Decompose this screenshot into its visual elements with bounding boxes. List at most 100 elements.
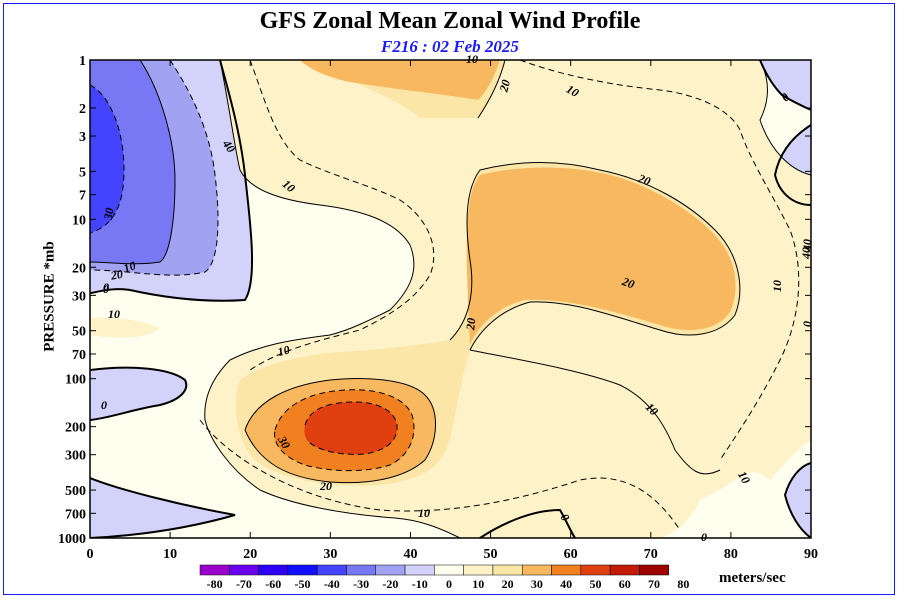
- contour-line-zero-right-top: [759, 60, 811, 111]
- contour-label: 10: [418, 506, 430, 520]
- contour-line-zero-left-bottom: [90, 477, 236, 538]
- colorbar-units: meters/sec: [719, 570, 786, 586]
- y-tick-label: 500: [65, 484, 86, 499]
- contour-label: 0: [103, 280, 109, 294]
- contour-line-zero-bottom: [479, 508, 576, 538]
- colorbar-swatch: [199, 564, 230, 576]
- contour-label: 10: [466, 52, 478, 66]
- contour-label: 40: [799, 247, 813, 260]
- colorbar-swatch: [258, 564, 289, 576]
- contour-fill-30-right: [466, 167, 736, 345]
- colorbar-swatch: [404, 564, 435, 576]
- contour-label: 30: [275, 433, 294, 451]
- y-tick-label: 70: [72, 348, 86, 363]
- contour-label: 20: [463, 317, 478, 331]
- contour-label: 10: [108, 307, 120, 321]
- contour-line-10-main: [204, 60, 461, 538]
- colorbar: -80 -70 -60 -50 -40 -30 -20 -10 0 10 20 30 40 50 60 70 8…: [199, 564, 689, 591]
- colorbar-swatch: [551, 564, 582, 576]
- contour-line-minus30: [90, 84, 125, 234]
- colorbar-label: -10: [412, 577, 428, 591]
- x-tick-label: 50: [484, 547, 498, 562]
- contour-label: 20: [319, 479, 332, 493]
- colorbar-swatch: [229, 564, 259, 576]
- colorbar-label: -50: [295, 577, 311, 591]
- contour-fill-negative-right-top: [760, 60, 811, 110]
- contour-fill-negative-left-bottom: [90, 478, 235, 538]
- contour-label: 0: [101, 398, 107, 412]
- colorbar-swatch: [434, 564, 464, 576]
- x-tick-label: 30: [323, 547, 337, 562]
- x-tick-label: 70: [644, 547, 658, 562]
- y-tick-label: 30: [72, 289, 86, 304]
- contour-label: 10: [770, 280, 784, 292]
- y-tick-label: 50: [72, 325, 86, 340]
- contour-label: 20: [109, 267, 124, 283]
- contour-line-layer: [90, 60, 811, 538]
- contour-label: 20: [496, 78, 513, 94]
- contour-line-50-core: [304, 401, 398, 455]
- contour-fill-10: [90, 317, 160, 338]
- x-tick-label: 0: [87, 547, 94, 562]
- contour-label: 10: [276, 342, 291, 359]
- contour-line-10-lower: [469, 349, 721, 475]
- colorbar-label: 0: [446, 577, 452, 591]
- contour-line-20-top: [477, 60, 506, 119]
- x-tick-label: 20: [243, 547, 257, 562]
- colorbar-label: 20: [502, 577, 514, 591]
- y-tick-label: 1000: [58, 532, 86, 547]
- y-tick-label: 7: [79, 189, 86, 204]
- plot-frame: [89, 59, 812, 539]
- contour-fill-30-top: [300, 60, 500, 100]
- contour-line-10-right: [759, 60, 811, 176]
- contour-fill-negative-30: [90, 85, 124, 233]
- colorbar-label: 10: [472, 577, 484, 591]
- y-tick-label: 20: [72, 261, 86, 276]
- x-tick-label: 10: [163, 547, 177, 562]
- colorbar-label: -30: [353, 577, 369, 591]
- colorbar-label: -60: [265, 577, 281, 591]
- contour-label: 20: [635, 171, 652, 189]
- colorbar-swatch: [492, 564, 523, 576]
- contour-line-zero-right-bottom: [783, 462, 811, 538]
- colorbar-swatch: [639, 564, 669, 576]
- colorbar-label: 30: [531, 577, 543, 591]
- colorbar-label: -80: [207, 577, 223, 591]
- chart-title: GFS Zonal Mean Zonal Wind Profile: [259, 8, 641, 34]
- contour-fill-negative-left-mid: [90, 367, 187, 420]
- contour-line-zero-left: [90, 60, 254, 302]
- colorbar-swatch: [287, 564, 318, 576]
- colorbar-label: 50: [589, 577, 601, 591]
- contour-label: 30: [101, 207, 117, 222]
- x-tick-label: 60: [564, 547, 578, 562]
- colorbar-label: 70: [648, 577, 660, 591]
- colorbar-swatch: [580, 564, 611, 576]
- contour-label: 40: [800, 239, 814, 252]
- x-tick-label: 90: [804, 547, 818, 562]
- contour-line-zero-left-mid: [90, 366, 188, 421]
- y-tick-label: 5: [79, 165, 86, 180]
- contour-label: 20: [619, 274, 636, 292]
- y-tick-label: 10: [72, 213, 86, 228]
- y-tick-label: 300: [65, 449, 86, 464]
- contour-label: 10: [122, 258, 138, 275]
- figure-border: [3, 3, 895, 595]
- x-tick-label: 80: [724, 547, 738, 562]
- contour-label: 0: [701, 530, 707, 544]
- y-tick-label: 200: [65, 421, 86, 436]
- contour-line-minus20: [90, 60, 176, 265]
- y-tick-label: 1: [79, 54, 86, 69]
- colorbar-label: 40: [560, 577, 572, 591]
- contour-line-10-dash-a: [249, 60, 435, 371]
- colorbar-label: 80: [677, 577, 689, 591]
- colorbar-swatch: [375, 564, 406, 576]
- x-axis: 0 10 20 30 40 50 60 70 80 90: [87, 60, 818, 562]
- contour-fill-50: [304, 402, 398, 455]
- contour-line-10-dash-b: [519, 60, 800, 461]
- colorbar-swatch: [463, 564, 494, 576]
- colorbar-label: -40: [324, 577, 340, 591]
- contour-line-20-main: [449, 162, 741, 351]
